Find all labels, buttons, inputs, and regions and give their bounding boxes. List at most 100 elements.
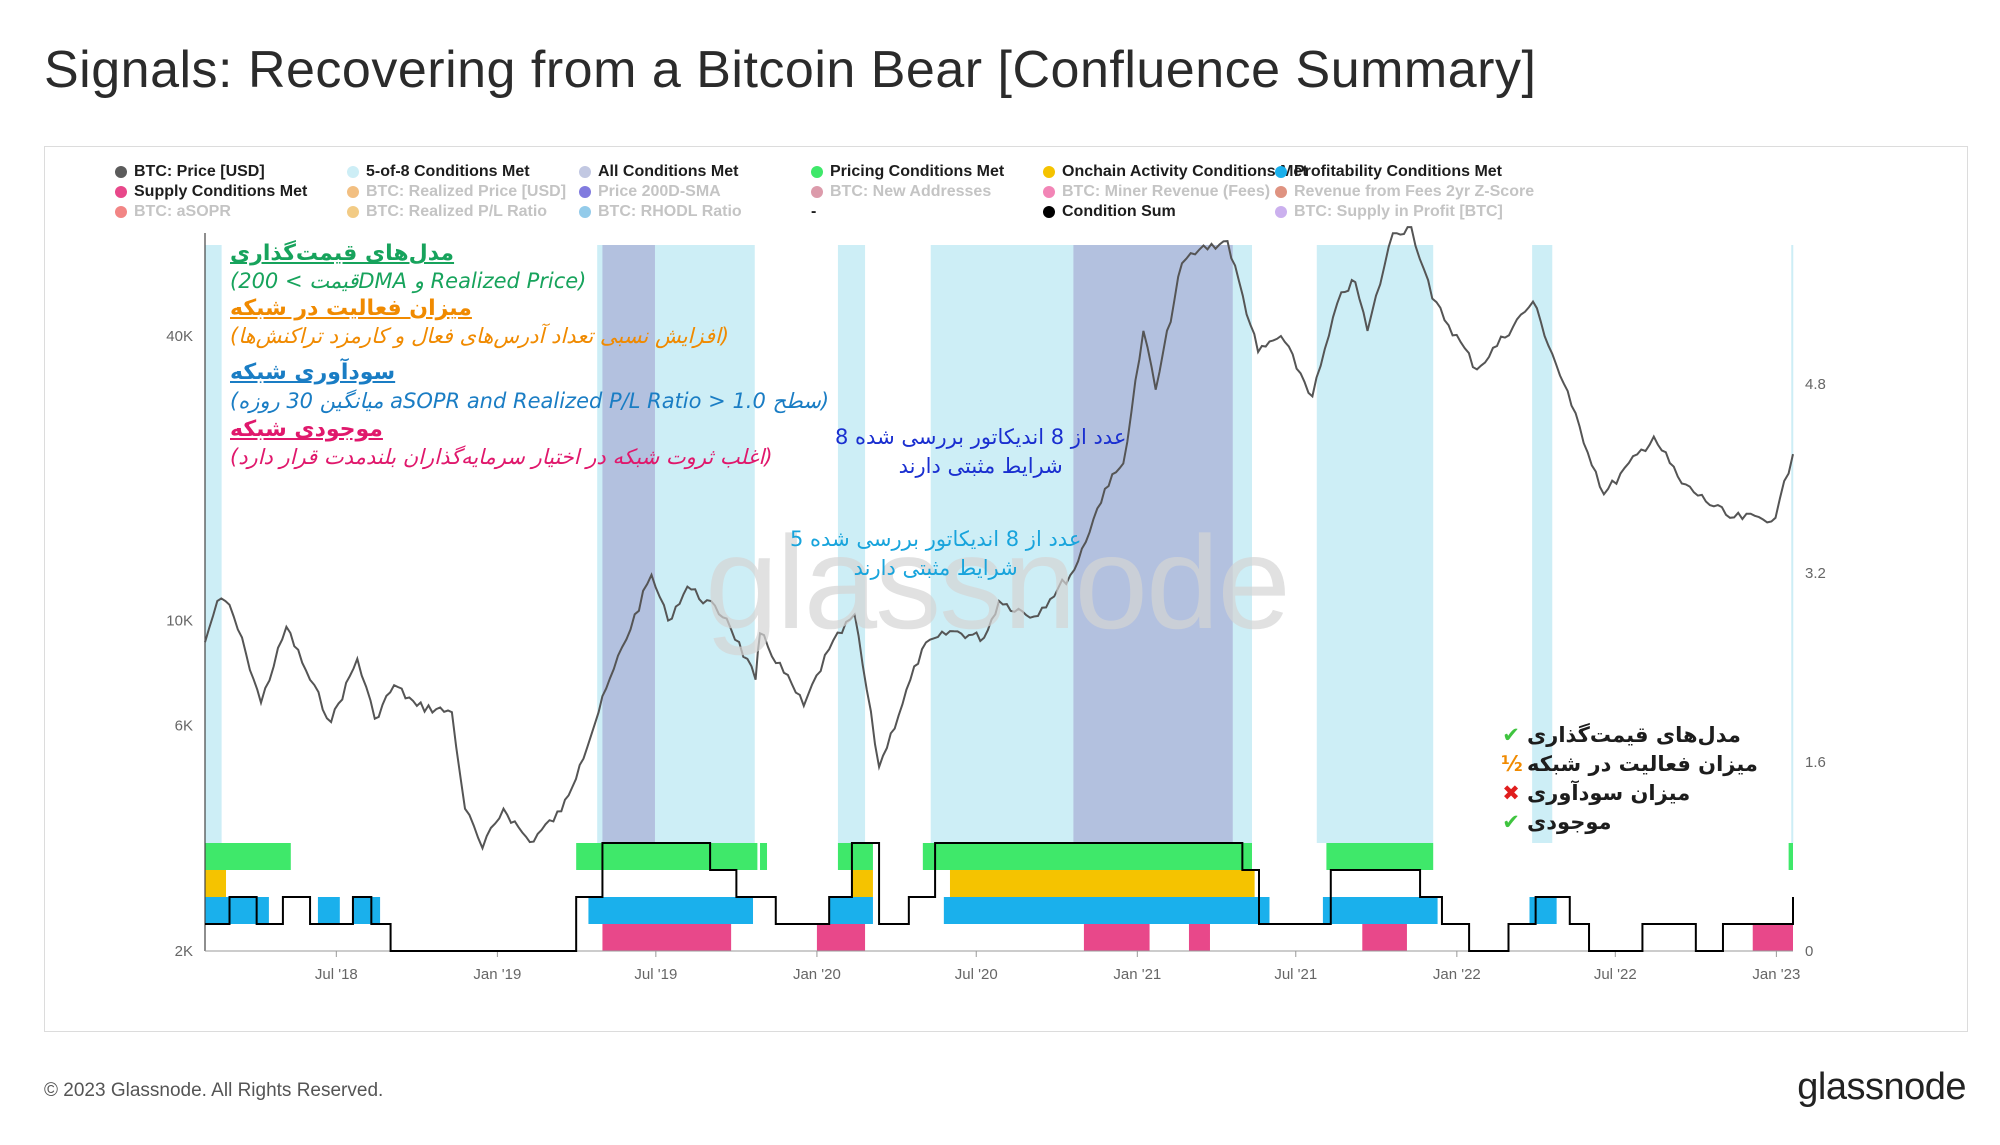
pricing-condition-band <box>1788 843 1793 870</box>
supply-condition-band <box>816 924 866 951</box>
legend-label: Supply Conditions Met <box>134 183 308 200</box>
legend-item[interactable]: All Conditions Met <box>579 163 738 181</box>
legend-item[interactable]: BTC: Price [USD] <box>115 163 265 181</box>
y-tick-label: 40K <box>166 328 193 345</box>
profitability-condition-band <box>943 897 1270 924</box>
legend-swatch <box>347 186 359 198</box>
legend-swatch <box>579 166 591 178</box>
legend-label: Price 200D-SMA <box>598 183 721 200</box>
legend-label: BTC: Miner Revenue (Fees) <box>1062 183 1271 200</box>
legend-item[interactable]: BTC: Realized Price [USD] <box>347 183 566 201</box>
x-tick-label: Jan '19 <box>473 966 521 983</box>
legend-item[interactable]: 5-of-8 Conditions Met <box>347 163 530 181</box>
legend-item[interactable]: BTC: RHODL Ratio <box>579 203 742 221</box>
legend-label: BTC: Realized Price [USD] <box>366 183 567 200</box>
pricing-condition-band <box>576 843 758 870</box>
legend-item[interactable]: Pricing Conditions Met <box>811 163 1004 181</box>
legend-item[interactable]: BTC: aSOPR <box>115 203 231 221</box>
annotation-profitability-detail: (میانگین 30 روزه aSOPR and Realized P/L … <box>230 389 830 413</box>
legend-label: BTC: Realized P/L Ratio <box>366 203 548 220</box>
checklist-row: ✖ میزان سودآوری <box>1501 779 1758 808</box>
x-tick-label: Jul '21 <box>1274 966 1317 983</box>
pricing-condition-band <box>205 843 291 870</box>
checklist-label: موجودی <box>1527 810 1612 834</box>
profitability-condition-band <box>1529 897 1557 924</box>
five-of-eight-band <box>205 245 222 843</box>
legend-swatch <box>1043 186 1055 198</box>
legend-swatch <box>115 186 127 198</box>
legend-label: BTC: Price [USD] <box>134 163 265 180</box>
page-title: Signals: Recovering from a Bitcoin Bear … <box>44 41 1537 99</box>
checklist-row: ½ میزان فعالیت در شبکه <box>1501 750 1758 779</box>
legend-item[interactable]: BTC: Realized P/L Ratio <box>347 203 547 221</box>
profitability-condition-band <box>205 897 269 924</box>
legend-item[interactable]: Price 200D-SMA <box>579 183 721 201</box>
y-tick-label: 6K <box>175 717 193 734</box>
annotation-activity-detail: (افزایش نسبی تعداد آدرس‌های فعال و کارمز… <box>230 324 730 348</box>
checklist-row: ✔ موجودی <box>1501 808 1758 837</box>
annotation-supply-heading: موجودی شبکه <box>230 417 383 442</box>
legend-swatch <box>347 166 359 178</box>
legend-swatch <box>579 206 591 218</box>
legend-item[interactable]: BTC: New Addresses <box>811 183 991 201</box>
legend-label: 5-of-8 Conditions Met <box>366 163 530 180</box>
annotation-profitability-heading: سودآوری شبکه <box>230 360 396 385</box>
legend-swatch <box>1275 186 1287 198</box>
x-tick-label: Jul '20 <box>955 966 998 983</box>
legend-item[interactable]: Supply Conditions Met <box>115 183 307 201</box>
profitability-condition-band <box>317 897 340 924</box>
footer-logo[interactable]: glassnode <box>1797 1066 1966 1108</box>
note-five-conditions-line1: 5 عدد از 8 اندیکاتور بررسی شده <box>790 527 1082 551</box>
activity-condition-band <box>205 870 227 897</box>
y-tick-label: 2K <box>175 943 193 960</box>
legend-swatch <box>1043 206 1055 218</box>
legend-item[interactable]: Onchain Activity Conditions Met <box>1043 163 1308 181</box>
legend-item[interactable]: BTC: Miner Revenue (Fees) <box>1043 183 1270 201</box>
legend-item[interactable]: Condition Sum <box>1043 203 1176 221</box>
legend-item[interactable]: Revenue from Fees 2yr Z-Score <box>1275 183 1534 201</box>
supply-condition-band <box>1083 924 1150 951</box>
legend-swatch <box>1275 166 1287 178</box>
chart-plot: 2K 6K 10K 40K 0 1.6 3.2 4.8 Jul '18 Jan '19 Jul '1… <box>166 226 1826 983</box>
x-tick-label: Jan '22 <box>1433 966 1481 983</box>
checklist-label: میزان سودآوری <box>1527 781 1691 805</box>
legend-label: BTC: RHODL Ratio <box>598 203 742 220</box>
legend-swatch <box>1043 166 1055 178</box>
annotation-supply-detail: (اغلب ثروت شبکه در اختیار سرمایه‌گذاران … <box>230 445 773 469</box>
activity-condition-band <box>851 870 873 897</box>
legend-label: Profitability Conditions Met <box>1294 163 1502 180</box>
supply-condition-band <box>1752 924 1793 951</box>
note-five-conditions: 5 عدد از 8 اندیکاتور بررسی شده شرایط مثب… <box>790 525 1081 583</box>
x-tick-label: Jul '22 <box>1594 966 1637 983</box>
legend-label: BTC: aSOPR <box>134 203 231 220</box>
legend-swatch <box>1275 206 1287 218</box>
supply-condition-band <box>1362 924 1407 951</box>
legend-label: Revenue from Fees 2yr Z-Score <box>1294 183 1535 200</box>
five-of-eight-band <box>837 245 866 843</box>
note-all-conditions: 8 عدد از 8 اندیکاتور بررسی شده شرایط مثب… <box>835 423 1126 481</box>
x-tick-label: Jul '19 <box>634 966 677 983</box>
profitability-condition-band <box>352 897 381 924</box>
footer-copyright: © 2023 Glassnode. All Rights Reserved. <box>44 1080 384 1101</box>
right-tick-label: 0 <box>1805 943 1813 960</box>
five-of-eight-band <box>1532 245 1553 843</box>
legend-item[interactable]: - <box>811 203 816 221</box>
condition-checklist: ✔ مدل‌های قیمت‌گذاری ½ میزان فعالیت در ش… <box>1501 721 1758 837</box>
checklist-label: مدل‌های قیمت‌گذاری <box>1527 723 1741 747</box>
legend-label: BTC: Supply in Profit [BTC] <box>1294 203 1503 220</box>
checklist-label: میزان فعالیت در شبکه <box>1527 752 1758 776</box>
all-conditions-band <box>602 245 655 843</box>
legend-item[interactable]: BTC: Supply in Profit [BTC] <box>1275 203 1503 221</box>
right-tick-label: 4.8 <box>1805 376 1826 393</box>
legend-swatch <box>579 186 591 198</box>
right-tick-label: 3.2 <box>1805 565 1826 582</box>
legend-label: All Conditions Met <box>598 163 739 180</box>
legend-item[interactable]: Profitability Conditions Met <box>1275 163 1502 181</box>
supply-condition-band <box>602 924 732 951</box>
five-of-eight-band <box>1316 245 1434 843</box>
x-tick-label: Jan '20 <box>793 966 841 983</box>
legend-label: - <box>811 203 817 220</box>
x-tick-label: Jan '21 <box>1113 966 1161 983</box>
watermark-text: glassnode <box>705 509 1291 656</box>
pricing-condition-band <box>1326 843 1434 870</box>
